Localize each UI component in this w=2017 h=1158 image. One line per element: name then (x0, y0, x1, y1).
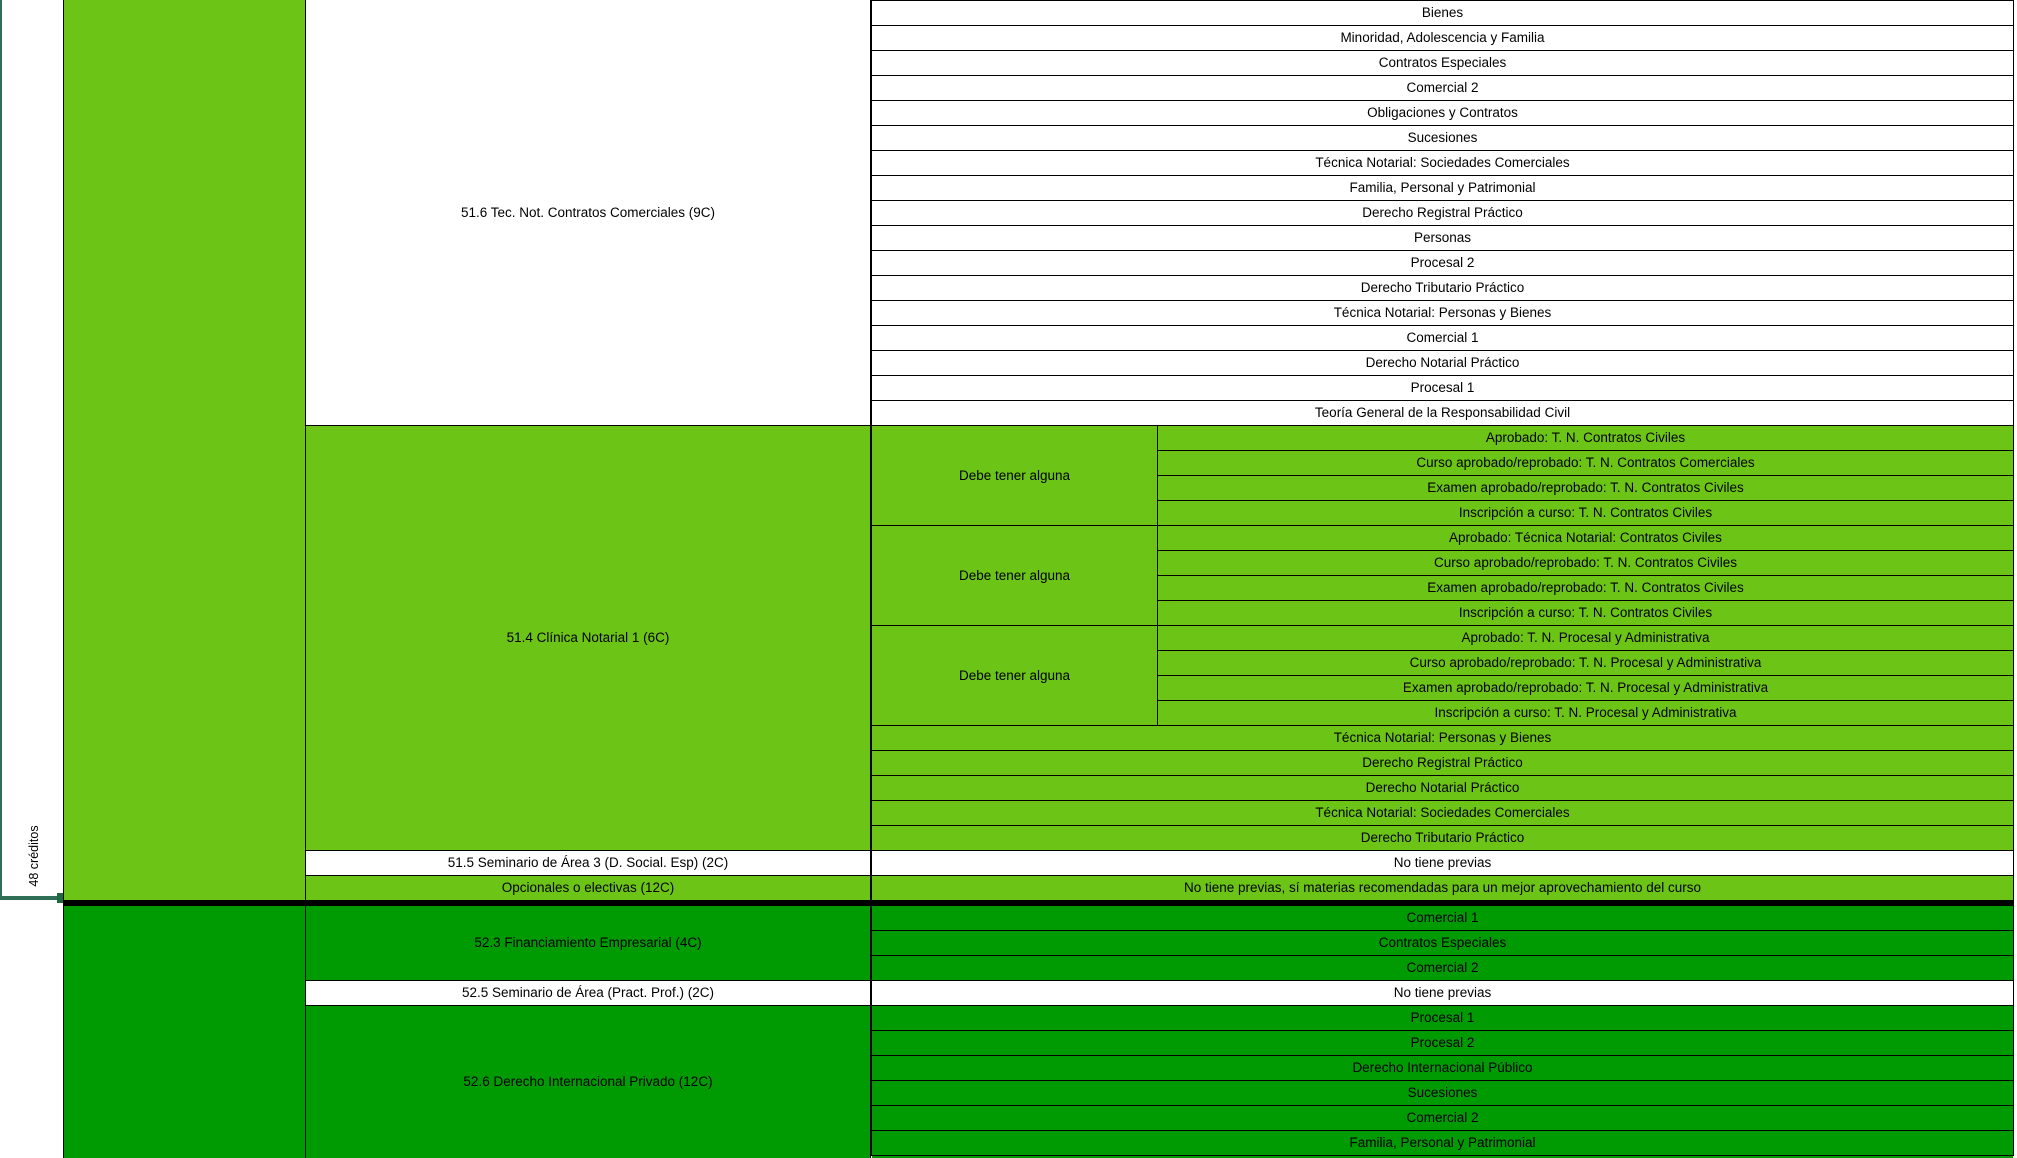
prereq-row[interactable]: Derecho Tributario Práctico (871, 825, 2014, 851)
group-option-row[interactable]: Curso aprobado/reprobado: T. N. Contrato… (1157, 550, 2014, 576)
prereq-row[interactable]: Derecho Notarial Práctico (871, 350, 2014, 376)
group-condition-cell[interactable]: Debe tener alguna (871, 525, 1158, 626)
course-cell-525[interactable]: 52.5 Seminario de Área (Pract. Prof.) (2… (305, 980, 871, 1006)
selection-handle[interactable] (57, 893, 67, 903)
group-condition-cell[interactable]: Debe tener alguna (871, 425, 1158, 526)
prereq-row[interactable]: Procesal 2 (871, 250, 2014, 276)
group-option-row[interactable]: Inscripción a curso: T. N. Contratos Civ… (1157, 600, 2014, 626)
prereq-row[interactable]: Procesal 2 (871, 1030, 2014, 1056)
prereq-row[interactable]: Técnica Notarial: Personas y Bienes (871, 300, 2014, 326)
prereq-row[interactable]: Sucesiones (871, 1080, 2014, 1106)
course-cell-514[interactable]: 51.4 Clínica Notarial 1 (6C) (305, 425, 871, 851)
credits-label[interactable]: 48 créditos (27, 825, 41, 887)
course-cell-526[interactable]: 52.6 Derecho Internacional Privado (12C) (305, 1005, 871, 1158)
group-option-row[interactable]: Examen aprobado/reprobado: T. N. Contrat… (1157, 575, 2014, 601)
prereq-row[interactable]: Contratos Especiales (871, 50, 2014, 76)
prereq-row[interactable]: Minoridad, Adolescencia y Familia (871, 25, 2014, 51)
course-cell-515[interactable]: 51.5 Seminario de Área 3 (D. Social. Esp… (305, 850, 871, 876)
section-divider (63, 900, 2014, 905)
band-48-creditos[interactable] (63, 0, 306, 901)
prereq-row[interactable]: Procesal 1 (871, 375, 2014, 401)
prereq-row[interactable]: Familia, Personal y Patrimonial (871, 175, 2014, 201)
prereq-row[interactable]: Técnica Notarial: Sociedades Comerciales (871, 800, 2014, 826)
prereq-row[interactable]: Comercial 2 (871, 955, 2014, 981)
prereq-row[interactable]: Sucesiones (871, 125, 2014, 151)
group-option-row[interactable]: Curso aprobado/reprobado: T. N. Contrato… (1157, 450, 2014, 476)
prereq-row[interactable]: Técnica Notarial: Personas y Bienes (871, 725, 2014, 751)
group-option-row[interactable]: Examen aprobado/reprobado: T. N. Contrat… (1157, 475, 2014, 501)
cutoff-strip (872, 1156, 2013, 1158)
group-option-row[interactable]: Inscripción a curso: T. N. Contratos Civ… (1157, 500, 2014, 526)
prereq-row[interactable]: Comercial 2 (871, 75, 2014, 101)
prereq-row[interactable]: Comercial 2 (871, 1105, 2014, 1131)
prereq-row[interactable]: Comercial 1 (871, 905, 2014, 931)
prereq-row[interactable]: Teoría General de la Responsabilidad Civ… (871, 400, 2014, 426)
prereq-row[interactable]: No tiene previas, sí materias recomendad… (871, 875, 2014, 901)
group-option-row[interactable]: Aprobado: Técnica Notarial: Contratos Ci… (1157, 525, 2014, 551)
prereq-row[interactable]: Obligaciones y Contratos (871, 100, 2014, 126)
prereq-row[interactable]: Familia, Personal y Patrimonial (871, 1130, 2014, 1156)
prereq-row[interactable]: Derecho Tributario Práctico (871, 275, 2014, 301)
prereq-row[interactable]: Técnica Notarial: Sociedades Comerciales (871, 150, 2014, 176)
group-option-row[interactable]: Inscripción a curso: T. N. Procesal y Ad… (1157, 700, 2014, 726)
prereq-row[interactable]: Derecho Internacional Público (871, 1055, 2014, 1081)
prereq-row[interactable]: Comercial 1 (871, 325, 2014, 351)
left-bracket-line (0, 0, 2, 898)
group-option-row[interactable]: Aprobado: T. N. Contratos Civiles (1157, 425, 2014, 451)
prereq-row[interactable]: No tiene previas (871, 850, 2014, 876)
prereq-row[interactable]: Derecho Registral Práctico (871, 750, 2014, 776)
course-cell-opcionales[interactable]: Opcionales o electivas (12C) (305, 875, 871, 901)
prereq-row[interactable]: Derecho Notarial Práctico (871, 775, 2014, 801)
prereq-row[interactable]: Derecho Registral Práctico (871, 200, 2014, 226)
prereq-row[interactable]: Personas (871, 225, 2014, 251)
prereq-row[interactable]: Bienes (871, 0, 2014, 26)
course-cell-523[interactable]: 52.3 Financiamiento Empresarial (4C) (305, 905, 871, 981)
section-bracket-cap (0, 896, 60, 900)
course-cell-516[interactable]: 51.6 Tec. Not. Contratos Comerciales (9C… (305, 0, 871, 426)
group-option-row[interactable]: Examen aprobado/reprobado: T. N. Procesa… (1157, 675, 2014, 701)
group-option-row[interactable]: Aprobado: T. N. Procesal y Administrativ… (1157, 625, 2014, 651)
prereq-row[interactable]: No tiene previas (871, 980, 2014, 1006)
prereq-row[interactable]: Procesal 1 (871, 1005, 2014, 1031)
prereq-row[interactable]: Contratos Especiales (871, 930, 2014, 956)
band-next-section[interactable] (63, 905, 306, 1158)
group-condition-cell[interactable]: Debe tener alguna (871, 625, 1158, 726)
group-option-row[interactable]: Curso aprobado/reprobado: T. N. Procesal… (1157, 650, 2014, 676)
